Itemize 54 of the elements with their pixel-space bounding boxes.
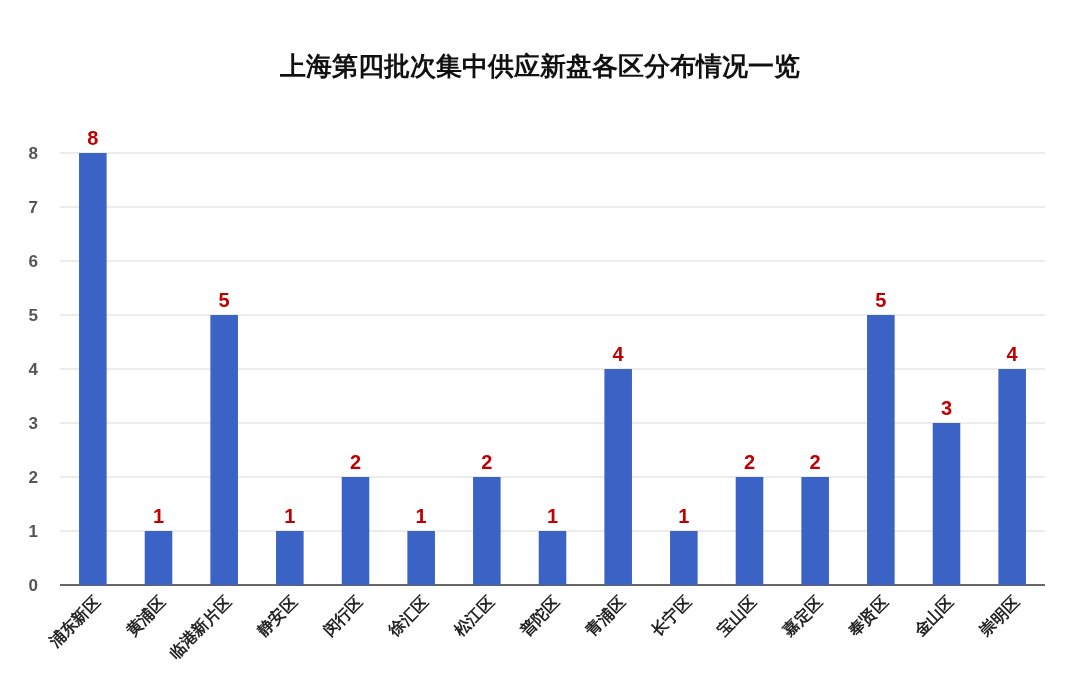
x-tick-label: 嘉定区 [779, 593, 826, 640]
x-tick-label: 长宁区 [646, 592, 694, 640]
data-label: 1 [415, 505, 427, 527]
x-tick-label: 青浦区 [581, 593, 629, 640]
y-tick-label: 4 [28, 360, 39, 379]
bar [473, 477, 501, 585]
data-label: 8 [87, 127, 99, 149]
x-tick-label: 金山区 [909, 593, 957, 640]
y-tick-label: 6 [28, 252, 38, 271]
data-label: 2 [809, 451, 821, 473]
data-label: 1 [152, 505, 165, 527]
bar [79, 153, 107, 585]
x-tick-label: 浦东新区 [44, 593, 103, 652]
y-tick-label: 2 [28, 468, 38, 487]
chart-title: 上海第四批次集中供应新盘各区分布情况一览 [279, 51, 800, 81]
bar [670, 531, 698, 585]
bar [276, 531, 304, 585]
bar [735, 477, 764, 585]
bar [538, 531, 567, 585]
x-tick-label: 静安区 [252, 592, 300, 640]
data-label: 4 [612, 343, 625, 365]
x-tick-label: 松江区 [450, 593, 497, 640]
data-label: 1 [284, 505, 296, 527]
x-tick-label: 崇明区 [975, 593, 1023, 640]
bar [210, 315, 238, 585]
y-tick-label: 3 [28, 414, 38, 433]
y-tick-label: 8 [28, 144, 38, 163]
bar [998, 369, 1026, 585]
data-label: 5 [875, 289, 887, 311]
data-label: 4 [1006, 343, 1019, 365]
x-tick-label: 闵行区 [319, 593, 366, 640]
y-tick-label: 7 [28, 198, 38, 217]
bar [341, 477, 370, 585]
bar [801, 477, 829, 585]
x-tick-label: 普陀区 [515, 592, 563, 640]
bar [867, 315, 895, 585]
bar [407, 531, 435, 585]
data-label: 1 [546, 505, 559, 527]
x-tick-label: 徐汇区 [384, 593, 432, 640]
data-label: 3 [940, 397, 953, 419]
x-tick-label: 奉贤区 [844, 593, 892, 641]
x-tick-label: 宝山区 [712, 592, 760, 640]
x-tick-label: 黄浦区 [121, 593, 169, 640]
data-label: 5 [218, 289, 230, 311]
bar [144, 531, 173, 585]
bar [604, 369, 632, 585]
data-label: 2 [481, 451, 493, 473]
y-tick-label: 0 [28, 576, 38, 595]
bar [932, 423, 961, 585]
y-tick-label: 5 [28, 306, 38, 325]
data-label: 2 [743, 451, 756, 473]
data-label: 2 [349, 451, 362, 473]
y-tick-label: 1 [28, 522, 38, 541]
data-label: 1 [678, 505, 690, 527]
